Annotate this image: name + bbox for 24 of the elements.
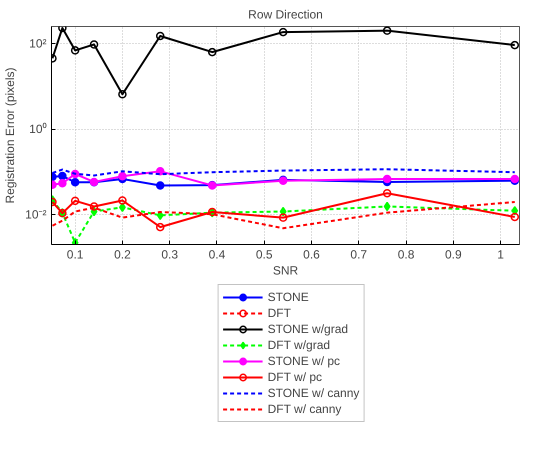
legend-label: STONE <box>268 289 309 305</box>
y-tick-label: 10² <box>29 36 47 51</box>
y-tick-label: 10⁻² <box>25 208 47 222</box>
x-tick-label: 0.7 <box>350 248 368 262</box>
x-axis-title: SNR <box>272 264 298 278</box>
x-tick-label: 0.8 <box>398 248 415 262</box>
y-axis-title: Registration Error (pixels) <box>3 67 18 204</box>
y-tick-label: 10⁰ <box>29 122 47 136</box>
x-tick-label: 0.5 <box>256 248 273 262</box>
legend-label: DFT w/ canny <box>268 401 342 417</box>
legend-label: STONE w/ canny <box>268 385 360 401</box>
legend-label: DFT w/ pc <box>268 369 322 385</box>
x-tick-label: 0.6 <box>303 248 320 262</box>
legend-label: DFT <box>268 305 291 321</box>
chart-title: Row Direction <box>248 8 323 22</box>
legend-label: STONE w/grad <box>268 321 348 337</box>
x-tick-label: 0.3 <box>161 248 178 262</box>
legend-label: STONE w/ pc <box>268 353 340 369</box>
x-tick-label: 0.2 <box>114 248 132 262</box>
x-tick-label: 0.9 <box>444 248 462 262</box>
x-tick-label: 1 <box>497 248 504 262</box>
legend-label: DFT w/grad <box>268 337 330 353</box>
x-tick-label: 0.1 <box>66 248 84 262</box>
x-tick-label: 0.4 <box>208 248 226 262</box>
